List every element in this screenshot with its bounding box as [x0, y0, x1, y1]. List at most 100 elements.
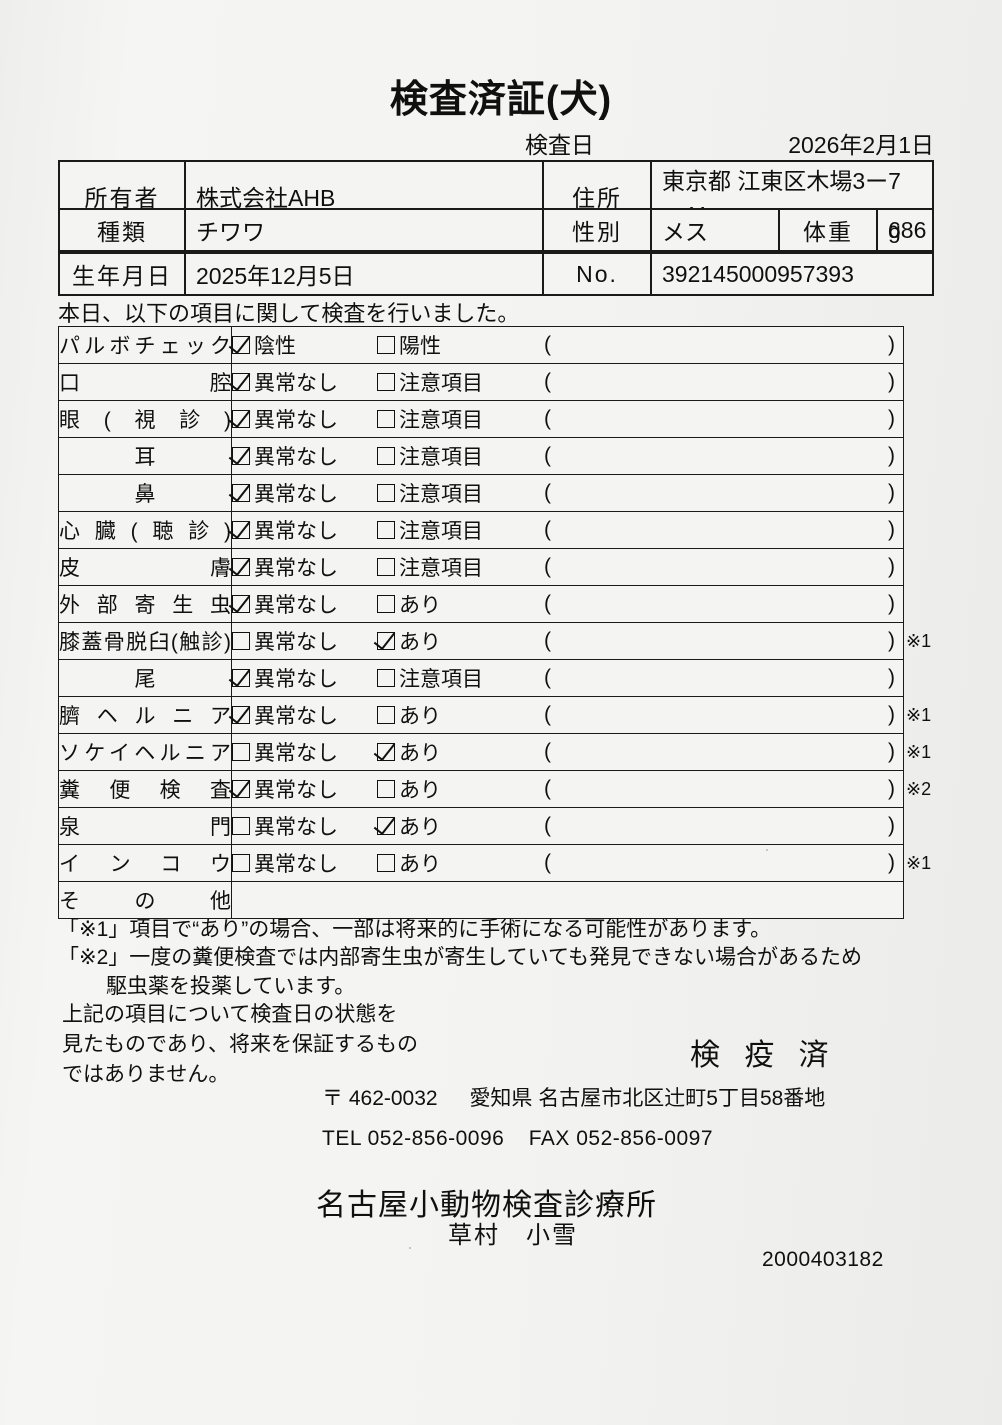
checkbox-option-1[interactable]: 異常なし	[232, 811, 377, 841]
remark-field[interactable]: )	[888, 555, 895, 578]
checkbox-option-2[interactable]: 注意項目	[377, 478, 542, 508]
checkbox-checked-icon[interactable]	[377, 632, 395, 650]
checkbox-option-2[interactable]: 注意項目	[377, 663, 542, 693]
checkbox-checked-icon[interactable]	[232, 780, 250, 798]
checkbox-empty-icon[interactable]	[377, 595, 395, 613]
checkbox-option-2[interactable]: あり	[377, 700, 542, 730]
remark-field[interactable]: )	[888, 333, 895, 356]
checkbox-option-2[interactable]: 注意項目	[377, 404, 542, 434]
checkbox-option-1[interactable]: 異常なし	[232, 441, 377, 471]
checkbox-option-2[interactable]: 注意項目	[377, 367, 542, 397]
remark-field[interactable]: )	[888, 740, 895, 763]
checklist-item-label: 口腔	[58, 363, 232, 401]
checkbox-empty-icon[interactable]	[232, 854, 250, 872]
remark-open-paren: (	[544, 740, 551, 763]
checkbox-option-2[interactable]: 陽性	[377, 330, 542, 360]
footnote-marker	[906, 400, 986, 437]
checkbox-empty-icon[interactable]	[377, 373, 395, 391]
checkbox-checked-icon[interactable]	[232, 410, 250, 428]
remark-field[interactable]: )	[888, 481, 895, 504]
checkbox-checked-icon[interactable]	[232, 558, 250, 576]
checkbox-option-1[interactable]: 異常なし	[232, 774, 377, 804]
remark-field[interactable]: )	[888, 851, 895, 874]
checkbox-checked-icon[interactable]	[232, 373, 250, 391]
checkbox-empty-icon[interactable]	[377, 410, 395, 428]
remark-field[interactable]: )	[888, 777, 895, 800]
checkbox-option-2[interactable]: あり	[377, 811, 542, 841]
checkbox-empty-icon[interactable]	[377, 669, 395, 687]
checkbox-option-1[interactable]: 異常なし	[232, 589, 377, 619]
table-row: ソケイヘルニア 異常なし あり ()	[58, 733, 904, 771]
checkbox-empty-icon[interactable]	[232, 743, 250, 761]
checkbox-label: 異常なし	[254, 853, 338, 876]
checkbox-option-1[interactable]: 異常なし	[232, 737, 377, 767]
remark-field[interactable]: )	[888, 370, 895, 393]
checklist-item-options: 異常なし あり ()	[231, 807, 904, 845]
remark-field[interactable]: )	[888, 518, 895, 541]
checkbox-label: あり	[399, 705, 441, 728]
remark-field[interactable]: )	[888, 592, 895, 615]
checkbox-option-2[interactable]: あり	[377, 848, 542, 878]
remark-open-paren: (	[544, 370, 551, 393]
remark-field[interactable]: )	[888, 629, 895, 652]
checkbox-checked-icon[interactable]	[232, 669, 250, 687]
checkbox-empty-icon[interactable]	[232, 817, 250, 835]
checkbox-option-2[interactable]: あり	[377, 589, 542, 619]
checkbox-option-1[interactable]: 異常なし	[232, 478, 377, 508]
checkbox-checked-icon[interactable]	[232, 595, 250, 613]
checkbox-empty-icon[interactable]	[377, 521, 395, 539]
checklist-item-label: パルボチェック	[58, 326, 232, 364]
remark-open-paren: (	[544, 666, 551, 689]
other-value[interactable]	[231, 881, 904, 919]
checkbox-empty-icon[interactable]	[377, 447, 395, 465]
footnote-marker	[906, 511, 986, 548]
checkbox-empty-icon[interactable]	[377, 780, 395, 798]
checkbox-label: 異常なし	[254, 520, 338, 543]
checklist-item-options: 異常なし 注意項目 ()	[231, 659, 904, 697]
checkbox-checked-icon[interactable]	[377, 743, 395, 761]
checkbox-option-1[interactable]: 異常なし	[232, 626, 377, 656]
checkbox-option-1[interactable]: 異常なし	[232, 515, 377, 545]
checkbox-checked-icon[interactable]	[232, 447, 250, 465]
checkbox-empty-icon[interactable]	[232, 632, 250, 650]
checkbox-option-1[interactable]: 異常なし	[232, 848, 377, 878]
checkbox-option-2[interactable]: 注意項目	[377, 515, 542, 545]
checkbox-checked-icon[interactable]	[377, 817, 395, 835]
remark-field[interactable]: )	[888, 407, 895, 430]
checkbox-option-1[interactable]: 陰性	[232, 330, 377, 360]
remark-field[interactable]: )	[888, 703, 895, 726]
checkbox-empty-icon[interactable]	[377, 706, 395, 724]
checklist-item-label: 皮膚	[58, 548, 232, 586]
footnote-marker	[906, 437, 986, 474]
footnotes: 「※1」項目で“あり”の場合、一部は将来的に手術になる可能性があります。 「※2…	[58, 916, 938, 1001]
remark-field[interactable]: )	[888, 444, 895, 467]
checkbox-option-2[interactable]: 注意項目	[377, 441, 542, 471]
remark-field[interactable]: )	[888, 814, 895, 837]
checkbox-option-2[interactable]: あり	[377, 626, 542, 656]
checkbox-checked-icon[interactable]	[232, 336, 250, 354]
checkbox-checked-icon[interactable]	[232, 706, 250, 724]
checkbox-checked-icon[interactable]	[232, 521, 250, 539]
other-label: その他	[58, 881, 232, 919]
checkbox-option-2[interactable]: あり	[377, 737, 542, 767]
checkbox-option-1[interactable]: 異常なし	[232, 367, 377, 397]
checkbox-checked-icon[interactable]	[232, 484, 250, 502]
checkbox-option-1[interactable]: 異常なし	[232, 552, 377, 582]
remark-field[interactable]: )	[888, 666, 895, 689]
checklist-item-label: 臍ヘルニア	[58, 696, 232, 734]
checkbox-option-2[interactable]: 注意項目	[377, 552, 542, 582]
checklist-item-options: 異常なし 注意項目 ()	[231, 437, 904, 475]
footnote-marker	[906, 549, 986, 586]
table-row: 外部寄生虫 異常なし あり ()	[58, 585, 904, 623]
checkbox-empty-icon[interactable]	[377, 484, 395, 502]
checkbox-option-1[interactable]: 異常なし	[232, 404, 377, 434]
table-row: パルボチェック 陰性 陽性 ()	[58, 326, 904, 364]
checkbox-empty-icon[interactable]	[377, 558, 395, 576]
checkbox-empty-icon[interactable]	[377, 336, 395, 354]
checklist-item-label: 耳	[58, 437, 232, 475]
remark-open-paren: (	[544, 703, 551, 726]
checkbox-empty-icon[interactable]	[377, 854, 395, 872]
checkbox-option-1[interactable]: 異常なし	[232, 663, 377, 693]
checkbox-option-1[interactable]: 異常なし	[232, 700, 377, 730]
checkbox-option-2[interactable]: あり	[377, 774, 542, 804]
